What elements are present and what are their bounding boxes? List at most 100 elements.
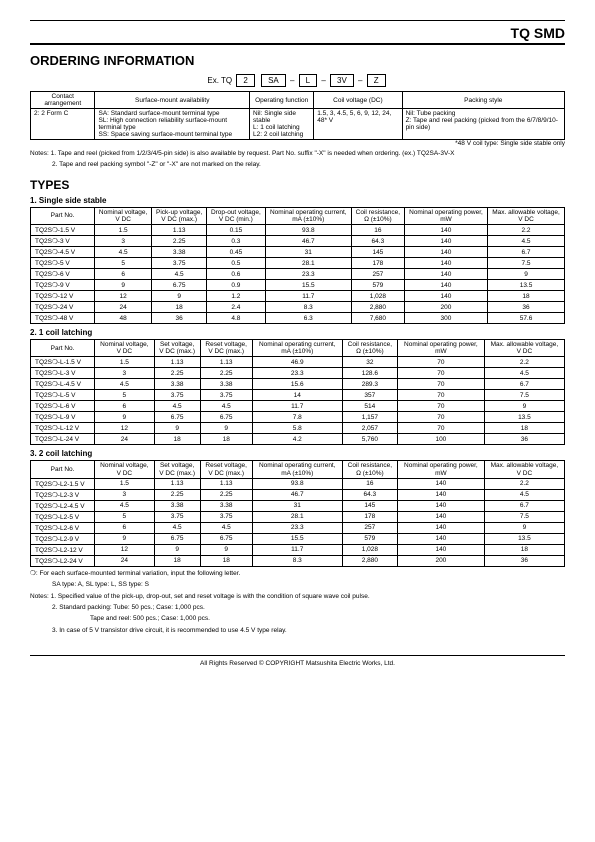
types-cell: 3.75 (154, 390, 200, 401)
types-cell: 9 (200, 544, 252, 555)
types-cell: TQ2S❍-L-9 V (31, 412, 95, 423)
types-cell: 18 (152, 302, 207, 313)
order-header: Surface-mount availability (95, 92, 250, 109)
types-cell: 140 (404, 225, 487, 236)
types-cell: 2.25 (152, 236, 207, 247)
types-cell: TQ2S❍-L-24 V (31, 434, 95, 445)
types-header: Coil resistance,Ω (±10%) (342, 461, 397, 478)
types-cell: 4.5 (95, 247, 152, 258)
types-cell: 2.2 (488, 225, 565, 236)
foot-note-1: ❍: For each surface-mounted terminal var… (30, 570, 565, 578)
types-cell: 70 (398, 368, 485, 379)
types-cell: 1,028 (342, 544, 397, 555)
types-cell: 93.8 (265, 225, 351, 236)
types-cell: 200 (398, 555, 485, 566)
types-cell: 46.7 (252, 489, 342, 500)
types-cell: 36 (484, 555, 564, 566)
types-cell: 145 (342, 500, 397, 511)
types-cell: 7.5 (488, 258, 565, 269)
types-header: Nominal operating power,mW (404, 207, 487, 224)
types-cell: 0.9 (207, 280, 266, 291)
types-cell: 4.5 (200, 401, 252, 412)
types-cell: TQ2S❍-3 V (31, 236, 95, 247)
types-header: Pick-up voltage,V DC (max.) (152, 207, 207, 224)
types-cell: 6.75 (152, 280, 207, 291)
types-table-2: Part No.Nominal voltage,V DCSet voltage,… (30, 339, 565, 445)
types-cell: 18 (484, 544, 564, 555)
types-header: Max. allowable voltage,V DC (488, 207, 565, 224)
types-cell: TQ2S❍-L-6 V (31, 401, 95, 412)
title-rule (30, 43, 565, 45)
types-cell: 4.2 (252, 434, 342, 445)
ex-box-2: SA (261, 74, 286, 87)
types-cell: 0.3 (207, 236, 266, 247)
types-cell: 4.5 (95, 500, 155, 511)
types-cell: 11.7 (252, 401, 342, 412)
foot-note-2: SA type: A, SL type: L, SS type: S (30, 581, 565, 589)
types-cell: 6.75 (200, 533, 252, 544)
types-cell: 24 (95, 555, 155, 566)
types-cell: 128.6 (342, 368, 397, 379)
types-cell: 8.3 (252, 555, 342, 566)
types-cell: 8.3 (265, 302, 351, 313)
order-cell: Nil: Single side stableL: 1 coil latchin… (250, 109, 314, 140)
ex-box-5: Z (367, 74, 386, 87)
types-cell: 1,157 (342, 412, 397, 423)
types-cell: 9 (484, 522, 564, 533)
types-cell: 93.8 (252, 478, 342, 489)
types-cell: TQ2S❍-9 V (31, 280, 95, 291)
types-heading: TYPES (30, 178, 565, 192)
order-cell: 2: 2 Form C (31, 109, 95, 140)
types-header: Coil resistance,Ω (±10%) (351, 207, 404, 224)
types-cell: 11.7 (265, 291, 351, 302)
types-table-1: Part No.Nominal voltage,V DCPick-up volt… (30, 207, 565, 324)
types-cell: TQ2S❍-L2-1.5 V (31, 478, 95, 489)
types-cell: TQ2S❍-L2-5 V (31, 511, 95, 522)
types-cell: 5 (95, 511, 155, 522)
types-cell: 6.7 (488, 247, 565, 258)
types-cell: TQ2S❍-L2-3 V (31, 489, 95, 500)
types-header: Nominal operating current,mA (±10%) (265, 207, 351, 224)
types-cell: 23.3 (252, 368, 342, 379)
types-cell: 178 (351, 258, 404, 269)
types-cell: 4.5 (484, 489, 564, 500)
sub-2: 2. 1 coil latching (30, 328, 565, 337)
types-cell: 579 (342, 533, 397, 544)
types-header: Part No. (31, 207, 95, 224)
types-cell: 1,028 (351, 291, 404, 302)
types-cell: 13.5 (488, 280, 565, 291)
types-cell: 140 (398, 533, 485, 544)
types-cell: 3.75 (152, 258, 207, 269)
types-cell: 24 (95, 302, 152, 313)
types-cell: 23.3 (265, 269, 351, 280)
types-cell: 70 (398, 390, 485, 401)
types-cell: 2.25 (154, 489, 200, 500)
types-header: Nominal voltage,V DC (95, 340, 155, 357)
types-header: Max. allowable voltage,V DC (484, 340, 564, 357)
types-cell: 23.3 (252, 522, 342, 533)
types-cell: 18 (200, 434, 252, 445)
sub-3: 3. 2 coil latching (30, 449, 565, 458)
order-header: Operating function (250, 92, 314, 109)
types-cell: TQ2S❍-5 V (31, 258, 95, 269)
types-cell: 4.5 (152, 269, 207, 280)
types-cell: 257 (351, 269, 404, 280)
order-cell: SA: Standard surface-mount terminal type… (95, 109, 250, 140)
types-header: Nominal operating power,mW (398, 461, 485, 478)
note-48v: *48 V coil type: Single side stable only (30, 140, 565, 147)
types-cell: 0.15 (207, 225, 266, 236)
types-cell: 11.7 (252, 544, 342, 555)
types-cell: 70 (398, 412, 485, 423)
types-cell: TQ2S❍-48 V (31, 313, 95, 324)
types-cell: TQ2S❍-4.5 V (31, 247, 95, 258)
types-table-3: Part No.Nominal voltage,V DCSet voltage,… (30, 460, 565, 566)
types-cell: 5,760 (342, 434, 397, 445)
types-cell: 514 (342, 401, 397, 412)
types-cell: 0.6 (207, 269, 266, 280)
sub-1: 1. Single side stable (30, 196, 565, 205)
types-cell: 36 (152, 313, 207, 324)
types-cell: 3 (95, 489, 155, 500)
types-cell: 3.75 (154, 511, 200, 522)
types-cell: 18 (488, 291, 565, 302)
types-cell: 140 (404, 236, 487, 247)
